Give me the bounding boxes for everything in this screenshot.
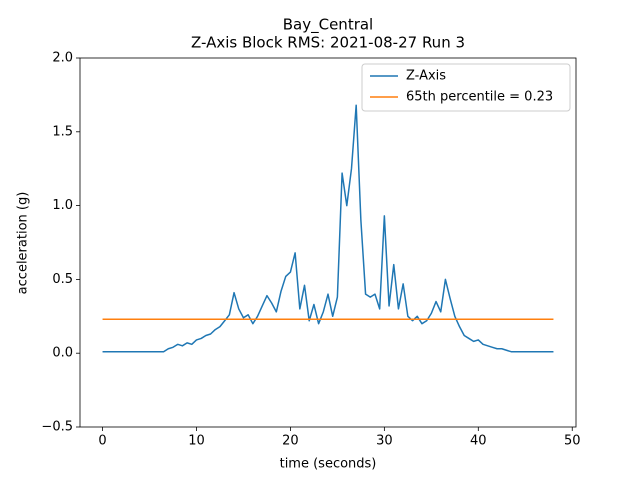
- y-axis-label: acceleration (g): [16, 192, 31, 295]
- legend-label: 65th percentile = 0.23: [406, 90, 553, 105]
- x-axis-label: time (seconds): [280, 457, 377, 472]
- x-tick-label: 10: [188, 434, 205, 449]
- legend-box: [361, 63, 571, 112]
- chart-title: Bay_Central: [283, 16, 373, 35]
- chart-subtitle: Z-Axis Block RMS: 2021-08-27 Run 3: [191, 34, 465, 52]
- y-tick-label: 1.5: [52, 124, 73, 139]
- y-tick-label: 1.0: [52, 198, 73, 213]
- legend-label: Z-Axis: [406, 69, 446, 84]
- x-tick-label: 30: [376, 434, 393, 449]
- axes-frame: [79, 57, 577, 428]
- x-tick-label: 20: [282, 434, 299, 449]
- x-tick-label: 50: [564, 434, 581, 449]
- data-line: [102, 104, 554, 353]
- x-tick-label: 40: [470, 434, 487, 449]
- y-tick-label: 0.0: [52, 346, 73, 361]
- x-tick-label: 0: [98, 434, 106, 449]
- y-tick-label: 2.0: [52, 51, 73, 66]
- y-tick-label: 0.5: [52, 272, 73, 287]
- y-tick-label: −0.5: [41, 420, 73, 435]
